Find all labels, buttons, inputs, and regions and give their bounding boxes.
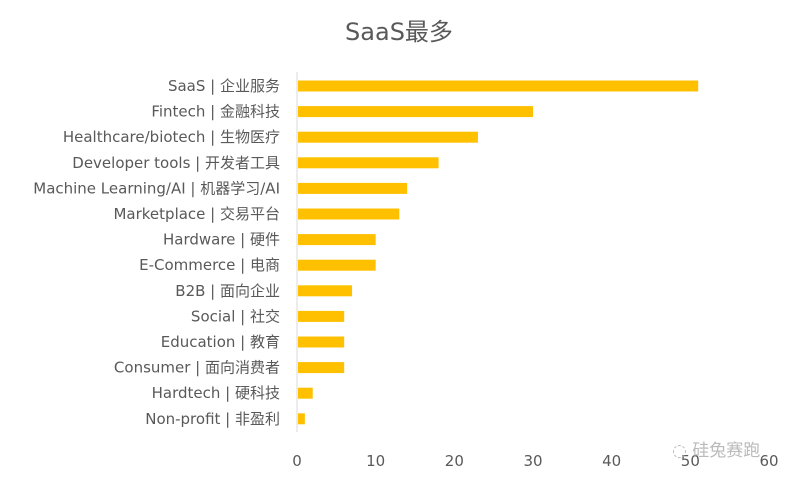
x-tick-label: 20	[445, 452, 464, 470]
bar	[298, 234, 376, 246]
x-tick-label: 30	[523, 452, 542, 470]
bar	[298, 387, 313, 399]
bar	[298, 336, 345, 348]
watermark-text: 硅兔赛跑	[692, 441, 761, 461]
x-tick-label: 10	[366, 452, 385, 470]
category-label: Hardtech | 硬科技	[152, 384, 280, 402]
watermark: ◌ 硅兔赛跑	[672, 436, 760, 461]
category-label: Hardware | 硬件	[163, 231, 280, 249]
bar	[298, 157, 439, 169]
bar	[298, 208, 400, 220]
bar	[298, 106, 533, 118]
category-label: Social | 社交	[191, 307, 280, 325]
category-label: Education | 教育	[161, 333, 280, 351]
category-label: Fintech | 金融科技	[151, 103, 280, 121]
category-label: SaaS | 企业服务	[168, 77, 280, 95]
category-label: Marketplace | 交易平台	[113, 205, 280, 223]
category-label: Healthcare/biotech | 生物医疗	[63, 128, 280, 146]
x-tick-label: 60	[759, 452, 778, 470]
category-label: Machine Learning/AI | 机器学习/AI	[33, 179, 280, 197]
x-tick-label: 40	[602, 452, 621, 470]
category-label: B2B | 面向企业	[175, 282, 280, 300]
category-label: Non-profit | 非盈利	[145, 410, 280, 428]
bar	[298, 413, 305, 425]
bar	[298, 362, 345, 374]
category-label: E-Commerce | 电商	[139, 256, 280, 274]
bar	[298, 80, 699, 92]
category-label: Consumer | 面向消费者	[114, 359, 280, 377]
wechat-icon: ◌	[672, 441, 687, 461]
category-label: Developer tools | 开发者工具	[72, 154, 280, 172]
bar	[298, 131, 478, 143]
chart-title: SaaS最多	[345, 18, 453, 46]
bar	[298, 182, 408, 194]
x-tick-label: 0	[292, 452, 302, 470]
bar	[298, 310, 345, 322]
bar	[298, 285, 353, 297]
bar	[298, 259, 376, 271]
x-tick-label: 50	[681, 452, 700, 470]
